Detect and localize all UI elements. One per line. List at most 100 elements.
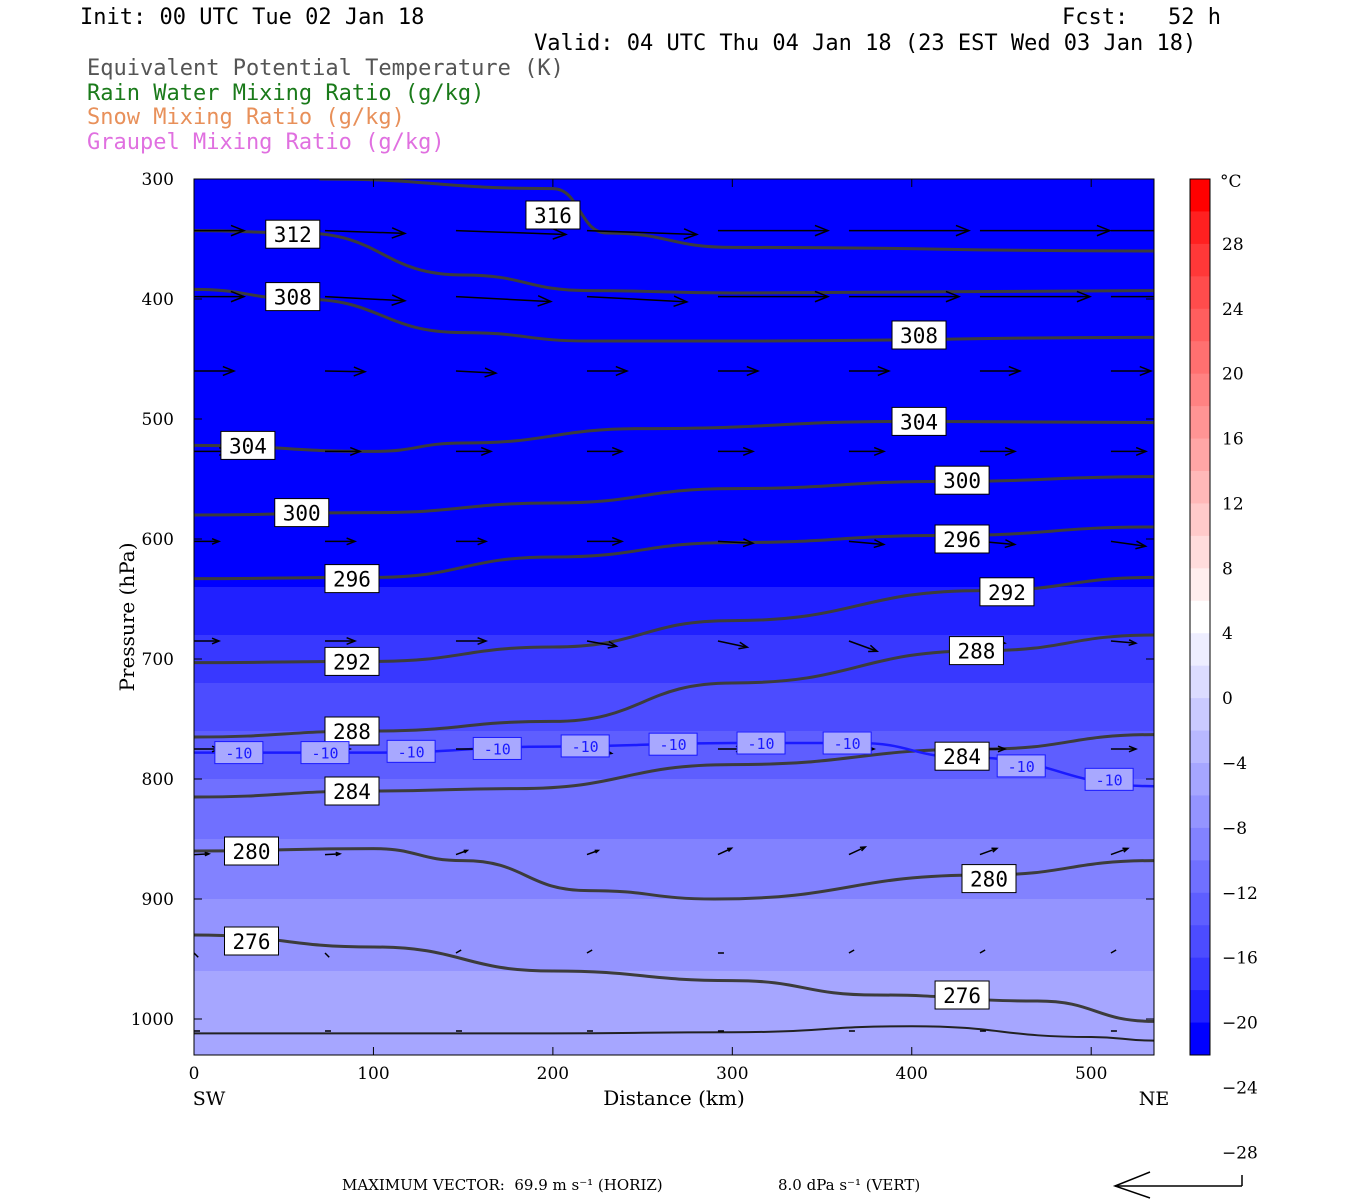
wind-vector — [848, 846, 868, 856]
wind-vector-head — [230, 290, 247, 303]
wind-vector-head — [204, 851, 212, 857]
colorbar-cell — [1190, 698, 1210, 732]
wind-vector-head — [611, 446, 625, 456]
theta-e-label-box — [324, 776, 380, 806]
max-vector-label: MAXIMUM VECTOR: 69.9 m s⁻¹ (HORIZ) — [342, 1176, 663, 1194]
isotherm-label: -10 — [747, 735, 774, 753]
legend-entry: Equivalent Potential Temperature (K) — [87, 56, 564, 81]
wind-vector — [979, 446, 1017, 456]
theta-e-label: 288 — [333, 720, 371, 744]
theta-e-label-box — [961, 864, 1017, 894]
wind-vector — [717, 640, 750, 650]
wind-vector-head — [346, 636, 358, 646]
wind-vector — [1110, 365, 1153, 377]
wind-vector — [979, 224, 1112, 237]
theta-e-label: 312 — [274, 223, 312, 247]
x-tick-label: 500 — [1075, 1064, 1107, 1084]
theta-e-label: 284 — [943, 745, 981, 769]
wind-vector-head — [991, 847, 999, 853]
theta-e-label: 292 — [333, 650, 371, 674]
wind-vector-head — [997, 745, 1007, 753]
theta-e-label-box — [948, 636, 1004, 666]
colorbar-cell — [1190, 308, 1210, 342]
wind-vector — [586, 949, 593, 954]
wind-vector-head — [230, 224, 247, 237]
wind-vector-shaft — [717, 540, 753, 544]
x-end-label-left: SW — [193, 1088, 226, 1110]
wind-vector — [324, 851, 343, 857]
colorbar-label: −12 — [1222, 884, 1258, 904]
y-tick-label: 900 — [142, 890, 174, 910]
wind-vector-head — [463, 849, 470, 854]
wind-vector — [586, 446, 625, 456]
forecast-hour: Fcst: 52 h — [1062, 5, 1221, 30]
theta-e-label-box — [265, 219, 321, 249]
wind-vector — [1110, 639, 1138, 647]
temperature-band — [194, 899, 1154, 972]
colorbar-cell — [1190, 600, 1210, 634]
theta-e-label: 280 — [970, 868, 1008, 892]
wind-vector — [324, 446, 363, 456]
colorbar-cell — [1190, 373, 1210, 407]
wind-vector-shaft — [586, 229, 697, 236]
wind-vector — [717, 224, 831, 237]
wind-vector — [324, 227, 407, 239]
wind-vector-shaft — [324, 370, 365, 373]
wind-vector — [455, 228, 568, 240]
theta-e-label-box — [891, 320, 947, 350]
wind-vector — [717, 446, 756, 456]
x-end-label-right: NE — [1139, 1088, 1170, 1110]
wind-vector-head — [738, 641, 750, 650]
isotherm-label: -10 — [225, 745, 252, 763]
colorbar-cell — [1190, 925, 1210, 959]
surface-line — [194, 1025, 1154, 1042]
theta-e-label: 276 — [943, 984, 981, 1008]
theta-e-label: 316 — [534, 204, 572, 228]
y-tick-label: 600 — [142, 530, 174, 550]
colorbar-label: −8 — [1222, 819, 1247, 839]
y-tick-label: 500 — [142, 410, 174, 430]
wind-vector-shaft — [979, 847, 998, 856]
wind-vector-shaft — [455, 295, 551, 303]
wind-vector — [324, 366, 368, 377]
y-axis-title: Pressure (hPa) — [115, 543, 139, 692]
wind-vector — [717, 847, 734, 856]
isotherm-label: -10 — [660, 736, 687, 754]
wind-vector-head — [1008, 365, 1022, 377]
wind-vector-shaft — [324, 295, 405, 302]
wind-vector-head — [859, 846, 868, 852]
theta-e-label: 284 — [333, 780, 371, 804]
colorbar-cell — [1190, 179, 1210, 212]
wind-vector — [324, 952, 330, 958]
colorbar-label: −20 — [1222, 1014, 1258, 1034]
colorbar-cell — [1190, 535, 1210, 569]
isotherm-label-box — [822, 731, 872, 755]
wind-vector — [324, 294, 407, 306]
colorbar-frame — [1189, 178, 1211, 1056]
wind-vector-head — [211, 637, 222, 645]
wind-vector-head — [222, 365, 237, 377]
wind-vector-shaft — [1110, 640, 1136, 644]
wind-vector — [455, 295, 553, 307]
wind-vector-head — [1135, 540, 1148, 550]
wind-vector-head — [955, 224, 971, 237]
wind-vector — [324, 537, 358, 546]
colorbar-cell — [1190, 568, 1210, 602]
wind-vector — [455, 537, 489, 546]
isotherm-label: -10 — [1008, 758, 1035, 776]
colorbar-cell — [1190, 276, 1210, 310]
colorbar-label: 0 — [1222, 689, 1233, 709]
wind-vector-shaft — [194, 952, 199, 958]
legend-entry: Graupel Mixing Ratio (g/kg) — [87, 129, 445, 155]
wind-vector-head — [814, 224, 831, 237]
wind-vector — [848, 290, 961, 303]
wind-vector-head — [673, 295, 689, 308]
wind-vector — [717, 290, 831, 303]
isotherm-label-box — [560, 734, 610, 758]
wind-vector — [1110, 847, 1130, 856]
wind-vector — [455, 367, 498, 378]
colorbar-cell — [1190, 665, 1210, 699]
colorbar-label: −28 — [1222, 1143, 1258, 1163]
isotherm-label-box — [648, 732, 698, 756]
wind-vector-shaft — [455, 949, 462, 954]
